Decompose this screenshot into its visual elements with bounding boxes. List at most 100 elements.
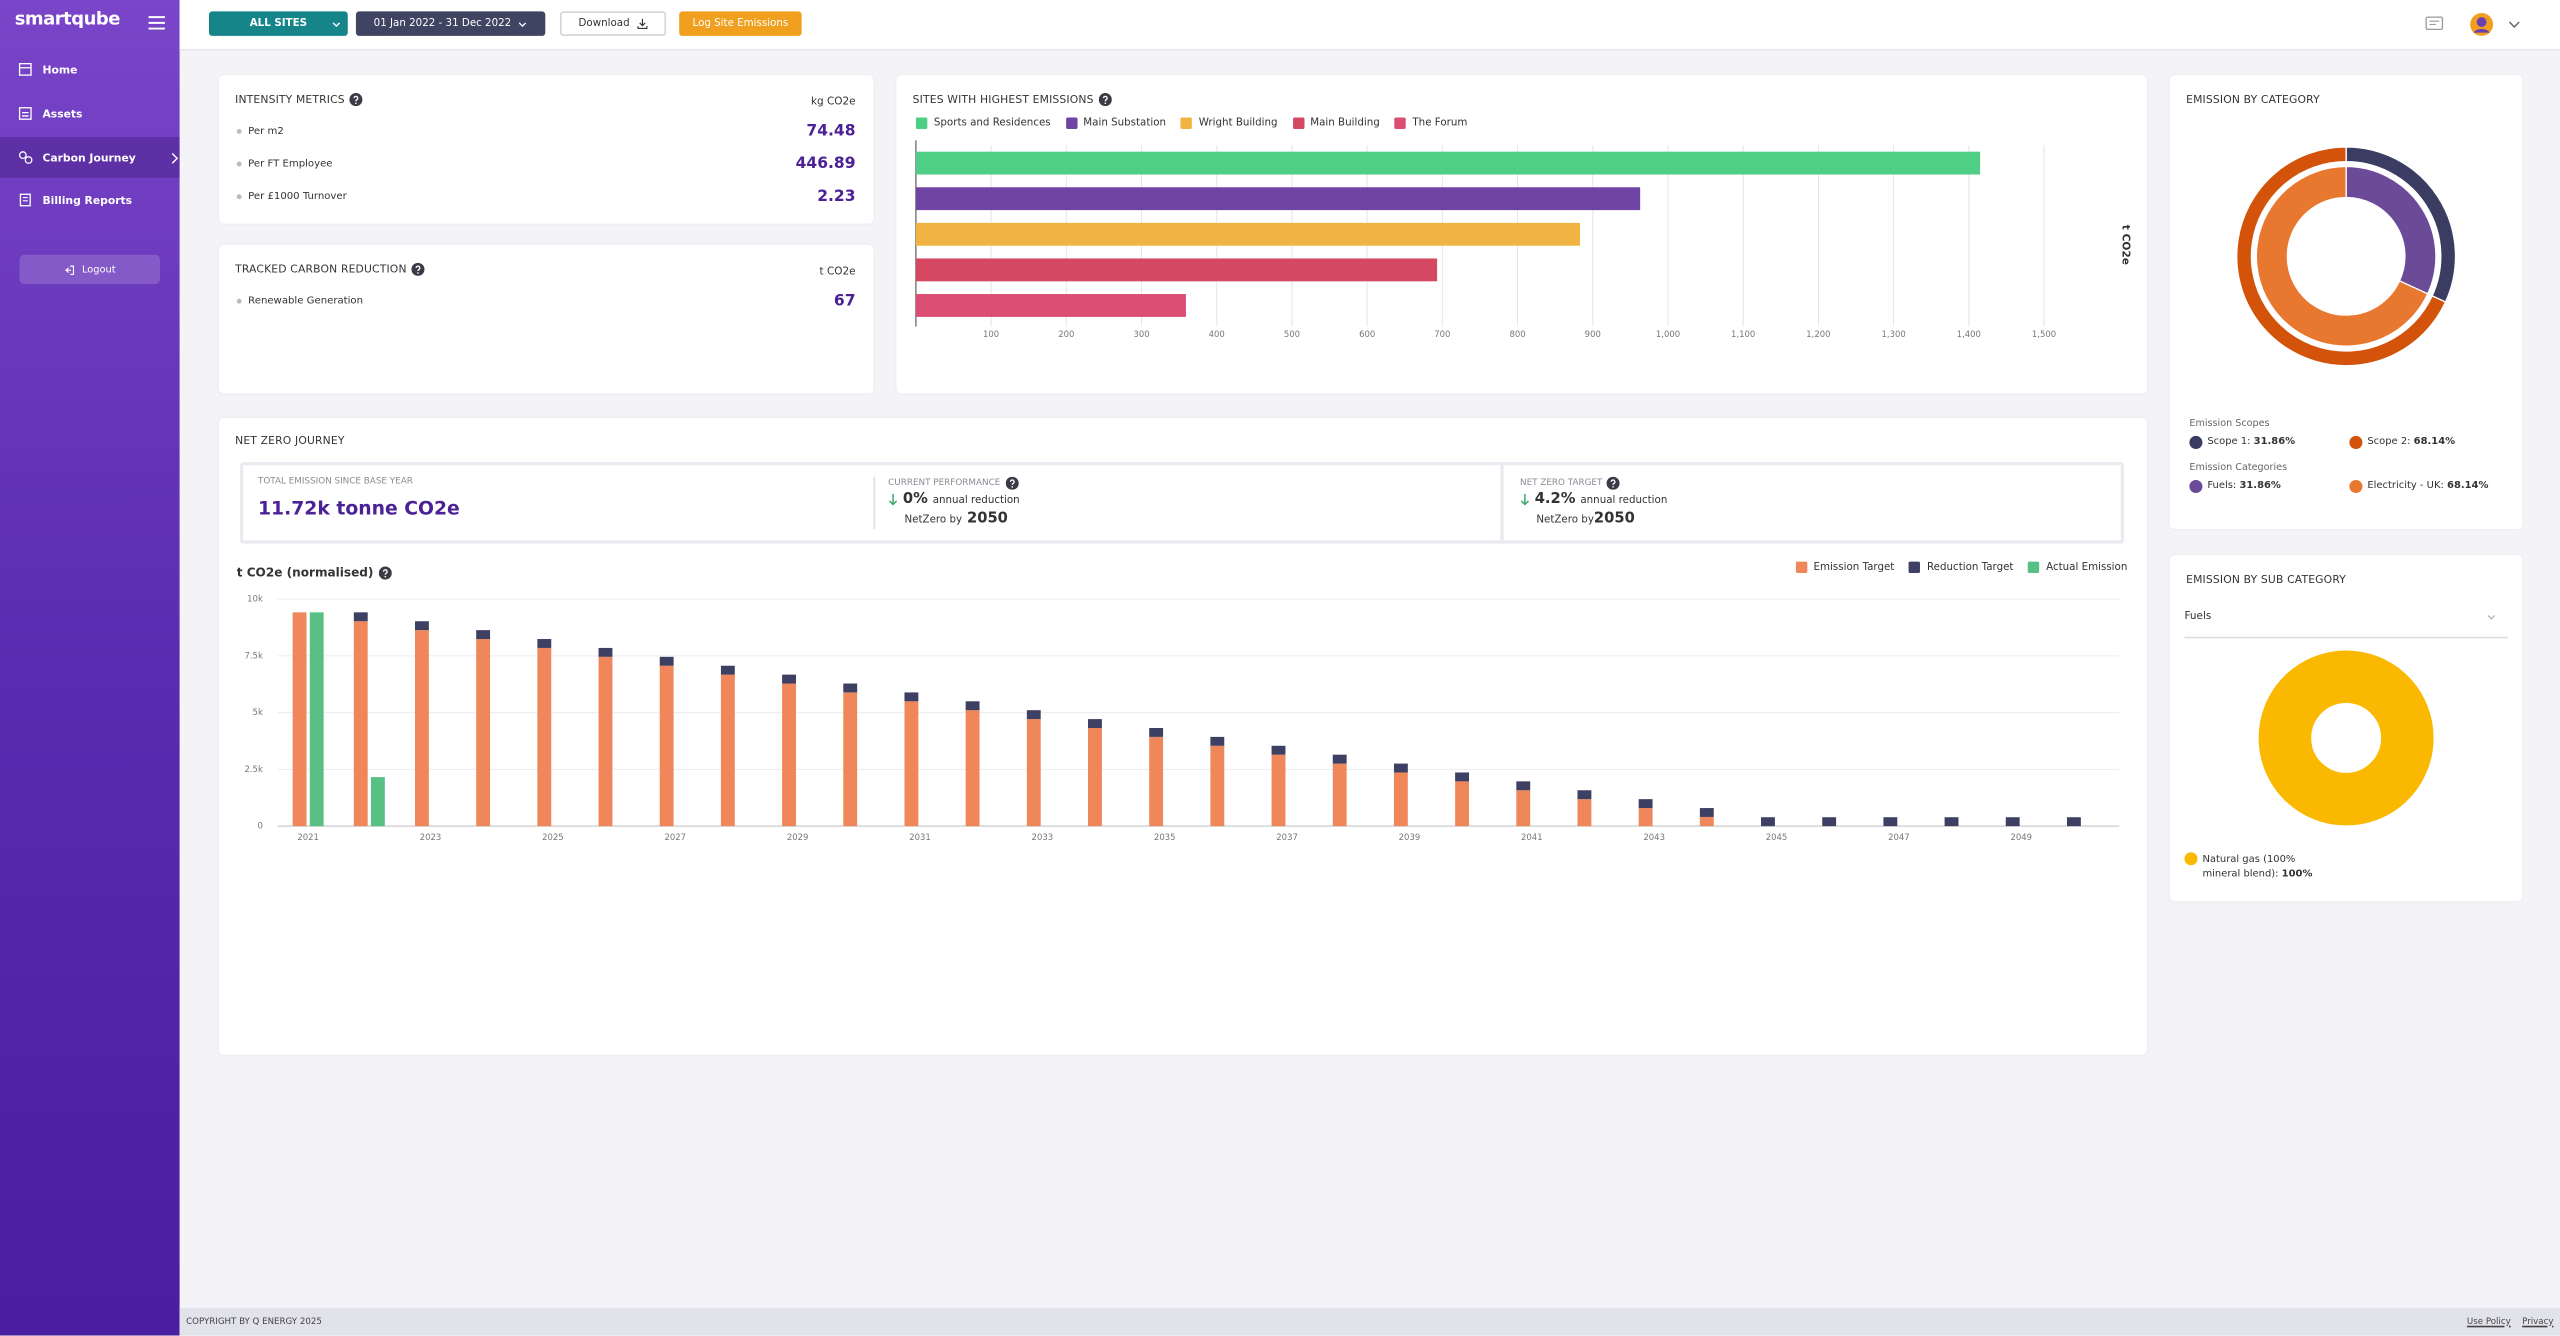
- nav-item[interactable]: Home: [0, 49, 180, 90]
- bar-segment: [1026, 710, 1041, 720]
- help-icon[interactable]: [1005, 476, 1019, 490]
- help-icon[interactable]: [1098, 93, 1112, 107]
- x-tick-label: 2039: [1399, 832, 1421, 842]
- legend-label: Main Building: [1310, 117, 1380, 129]
- legend-heading: Emission Scopes: [2189, 419, 2270, 430]
- card-title: INTENSITY METRICS: [235, 93, 363, 107]
- bar-segment: [2066, 817, 2081, 827]
- bar-segment: [1271, 745, 1286, 755]
- user-menu[interactable]: [2469, 11, 2525, 37]
- bullet: [236, 128, 242, 134]
- legend-item: Sports and Residences: [915, 117, 1051, 129]
- y-tick-label: 10k: [247, 594, 263, 604]
- unit: kg CO2e: [810, 94, 856, 108]
- bar-segment: [309, 612, 324, 827]
- bar-segment: [1577, 799, 1592, 827]
- x-tick-label: 1,300: [1881, 329, 1905, 339]
- nav-item[interactable]: Billing Reports: [0, 180, 180, 221]
- metric-row: Per m2 74.48: [236, 121, 856, 141]
- bar-segment: [1516, 781, 1531, 791]
- x-tick-label: 600: [1359, 329, 1375, 339]
- bar-segment: [1393, 763, 1408, 773]
- help-icon[interactable]: [349, 93, 363, 107]
- legend-item: The Forum: [1394, 117, 1467, 129]
- legend-swatch: [2028, 561, 2040, 574]
- rate-value: 0%: [902, 491, 928, 508]
- legend-item: Actual Emission: [2028, 561, 2127, 574]
- metric-row: Per FT Employee 446.89: [236, 153, 856, 173]
- nav-item[interactable]: Assets: [0, 93, 180, 134]
- messages-icon[interactable]: [2424, 15, 2444, 35]
- axis-label: t CO2e: [2119, 225, 2132, 265]
- bar-segment: [598, 647, 613, 657]
- legend-swatch: [1065, 117, 1077, 129]
- logout-button[interactable]: Logout: [19, 254, 161, 285]
- sites-chart: 100 200 300 400 500 600 700 800 900 1,000 1,100 1,2…: [915, 140, 2132, 339]
- bar-segment: [965, 701, 980, 711]
- rate-text: annual reduction: [1580, 493, 1668, 506]
- donut-segment: [2257, 649, 2435, 827]
- by-label: NetZero by: [904, 513, 963, 525]
- bar-segment: [353, 612, 368, 622]
- legend-label: Wright Building: [1198, 117, 1278, 129]
- menu-icon[interactable]: [147, 15, 167, 31]
- x-tick-label: 2043: [1643, 832, 1665, 842]
- x-tick-label: 2045: [1766, 832, 1788, 842]
- bar-segment: [720, 665, 735, 675]
- bar-segment: [476, 639, 491, 827]
- metric-label: Per £1000 Turnover: [248, 190, 347, 202]
- category-donut: [2236, 146, 2457, 367]
- bar-segment: [782, 674, 796, 684]
- metric-label: Renewable Generation: [248, 294, 364, 307]
- site-select[interactable]: ALL SITES: [208, 11, 348, 36]
- chevron: [171, 152, 179, 163]
- bar: [915, 151, 1981, 175]
- bar-segment: [537, 647, 552, 827]
- filter-select[interactable]: Fuels: [2184, 608, 2212, 623]
- down-arrow: [888, 493, 898, 506]
- bar-segment: [1944, 817, 1959, 827]
- legend-label: Scope 2:: [2367, 435, 2411, 448]
- legend: Emission Target Reduction Target Actual Em…: [1795, 561, 2127, 574]
- y-tick-label: 0: [257, 821, 262, 831]
- legend-value: 68.14%: [2413, 435, 2456, 448]
- metric-row: Renewable Generation 67: [236, 291, 856, 311]
- stat-label: TOTAL EMISSION SINCE BASE YEAR: [257, 476, 413, 487]
- footer-link[interactable]: Privacy: [2522, 1316, 2554, 1327]
- intensity-card: INTENSITY METRICS kg CO2e Per m2 74.48 Per…: [218, 75, 874, 224]
- footer-link[interactable]: Use Policy: [2466, 1316, 2511, 1327]
- bar-segment: [965, 710, 980, 827]
- x-tick-label: 2035: [1154, 832, 1176, 842]
- chevron[interactable]: [2487, 614, 2497, 622]
- logout-icon: [65, 264, 75, 275]
- bar-segment: [782, 683, 796, 827]
- legend-label: Emission Target: [1813, 561, 1895, 574]
- card-title: NET ZERO JOURNEY: [235, 434, 344, 447]
- help-icon[interactable]: [1607, 476, 1621, 490]
- help-icon[interactable]: [411, 262, 425, 276]
- bar: [915, 187, 1641, 211]
- subcategory-donut: [2257, 649, 2435, 827]
- legend-item: Wright Building: [1180, 117, 1278, 129]
- legend-item: Electricity - UK: 68.14%: [2349, 479, 2509, 494]
- nav-item[interactable]: Carbon Journey: [0, 137, 180, 178]
- help-icon[interactable]: [378, 565, 392, 579]
- legend: Natural gas (100% mineral blend): 100%: [2184, 852, 2318, 896]
- legend-label: Fuels:: [2207, 479, 2237, 492]
- logo[interactable]: smartqube: [14, 8, 121, 30]
- bar-segment: [1455, 781, 1470, 827]
- legend-swatch: [2349, 479, 2363, 494]
- metric-value: 74.48: [806, 121, 856, 140]
- donut-segment: [2255, 165, 2429, 347]
- log-emissions-button[interactable]: Log Site Emissions: [679, 11, 802, 36]
- down-arrow: [1520, 493, 1530, 506]
- bar-segment: [904, 692, 919, 702]
- card-title: TRACKED CARBON REDUCTION: [235, 262, 425, 276]
- bar-segment: [1516, 790, 1531, 827]
- stat-rate: 4.2% annual reduction: [1520, 491, 1668, 508]
- bar-segment: [659, 656, 674, 666]
- bar-segment: [1699, 808, 1714, 817]
- date-select[interactable]: 01 Jan 2022 - 31 Dec 2022: [355, 11, 546, 36]
- download-button[interactable]: Download: [560, 11, 667, 36]
